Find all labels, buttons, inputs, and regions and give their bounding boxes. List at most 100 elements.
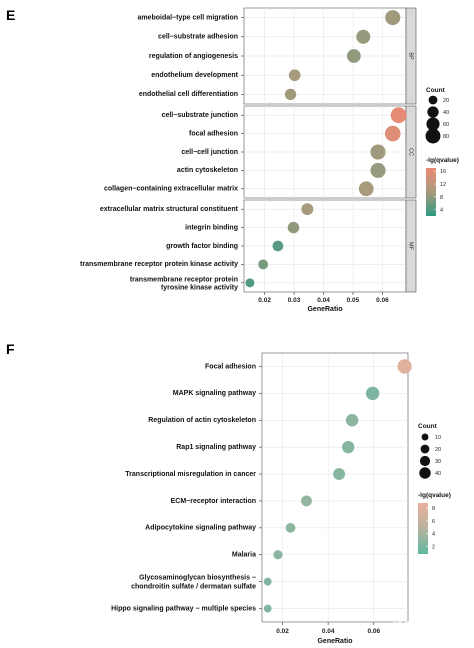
color-bar-label: 4 [440, 208, 443, 214]
color-bar-label: 2 [432, 544, 435, 550]
count-legend-dot [426, 117, 440, 131]
data-point [385, 10, 401, 26]
category-label: focal adhesion [189, 130, 238, 137]
facet-strip-label: MF [408, 242, 414, 251]
data-point [263, 577, 272, 586]
data-point [285, 522, 296, 533]
category-label: regulation of angiogenesis [149, 53, 238, 60]
count-legend-label: 40 [435, 471, 441, 477]
category-label: transmembrane receptor protein [130, 277, 238, 284]
panel-f-plot: Focal adhesion MAPK signaling pathway Regu… [111, 352, 412, 645]
category-label: Adipocytokine signaling pathway [145, 525, 256, 532]
category-label: Malaria [232, 552, 256, 559]
facet-bp: BP ameboidal−type cell migration cell−subs… [137, 7, 417, 105]
category-label: Glycosaminoglycan biosynthesis − [139, 574, 256, 581]
watermark-text: 知乎 @生信小白鱼 [392, 619, 474, 633]
category-label: Rap1 signaling pathway [176, 444, 256, 451]
data-point [272, 240, 284, 252]
category-label: Regulation of actin cytoskeleton [148, 417, 256, 424]
data-point [258, 259, 269, 270]
x-tick-label: 0.06 [367, 628, 380, 635]
data-point [245, 278, 255, 288]
count-legend-label: 40 [443, 110, 449, 116]
data-point [345, 413, 359, 427]
color-legend-title: -lg(qvalue) [418, 492, 451, 499]
color-legend-title: -lg(qvalue) [426, 157, 459, 164]
category-label: endothelium development [151, 72, 238, 79]
x-tick-label: 0.03 [288, 297, 301, 304]
data-point [365, 386, 380, 401]
x-tick-label: 0.06 [376, 297, 389, 304]
data-point [342, 440, 355, 454]
count-legend-dot [427, 106, 439, 118]
data-point [390, 107, 407, 124]
category-label: extracellular matrix structural constitu… [100, 206, 239, 213]
category-label: Transcriptional misregulation in cancer [125, 471, 256, 478]
facet-strip [405, 105, 417, 199]
data-point [287, 221, 300, 234]
count-legend-label: 10 [435, 435, 441, 441]
count-legend-label: 80 [443, 134, 449, 140]
facet-strip [405, 7, 417, 105]
category-label: chondroitin sulfate / dermatan sulfate [131, 583, 256, 590]
facet-strip-label: BP [408, 52, 414, 60]
x-tick-label: 0.04 [317, 297, 330, 304]
count-legend-title: Count [426, 87, 446, 94]
color-bar-label: 12 [440, 182, 446, 188]
category-label: ECM−receptor interaction [171, 498, 256, 505]
category-label: transmembrane receptor protein kinase ac… [80, 261, 238, 268]
data-point [370, 144, 386, 160]
data-point [358, 181, 374, 197]
count-legend-dot [419, 455, 431, 467]
count-legend-label: 20 [435, 447, 441, 453]
color-bar [418, 503, 428, 554]
panel-e-legend: Count 20 40 60 80 -lg(qvalue) 4 8 12 16 [425, 87, 459, 216]
color-bar [426, 168, 436, 216]
category-label: cell−substrate adhesion [158, 34, 238, 41]
category-label: MAPK signaling pathway [173, 390, 256, 397]
category-label: ameboidal−type cell migration [137, 14, 238, 21]
facet-strip [405, 199, 417, 293]
facet-mf: MF extracellular matrix structural consti… [80, 199, 417, 293]
category-label: tyrosine kinase activity [161, 285, 238, 292]
panel-letter-e: E [6, 7, 15, 23]
color-bar-label: 8 [440, 195, 443, 201]
category-label: integrin binding [185, 224, 238, 231]
category-label: Focal adhesion [205, 363, 256, 370]
panel-letter-f: F [6, 341, 15, 357]
x-axis-label: GeneRatio [307, 306, 342, 313]
panel-e: E BP ameboidal−type cell migration cell−su… [6, 7, 459, 313]
category-label: endothelial cell differentiation [139, 91, 238, 98]
count-legend-label: 60 [443, 122, 449, 128]
data-point [333, 468, 346, 481]
x-axis-label: GeneRatio [317, 638, 352, 645]
color-bar-label: 8 [432, 506, 435, 512]
category-label: cell−cell junction [181, 149, 238, 156]
data-point [301, 203, 314, 216]
color-bar-label: 6 [432, 519, 435, 525]
category-label: collagen−containing extracellular matrix [104, 186, 238, 193]
count-legend-label: 20 [443, 98, 449, 104]
data-point [263, 604, 272, 613]
panel-e-plot: BP ameboidal−type cell migration cell−subs… [80, 7, 417, 313]
count-legend-dot [425, 128, 441, 144]
category-label: Hippo signaling pathway − multiple speci… [111, 605, 256, 612]
color-bar-label: 4 [432, 532, 435, 538]
count-legend-dot [419, 467, 431, 479]
facet-strip-label: CC [408, 148, 414, 156]
data-point [284, 88, 297, 101]
count-legend-dot [420, 444, 430, 454]
category-label: cell−substrate junction [162, 112, 238, 119]
data-point [273, 550, 283, 560]
data-point [397, 359, 412, 374]
data-point [356, 29, 371, 44]
panel-f: F Focal adhesion MAPK signaling pathway Re… [6, 341, 451, 645]
category-label: growth factor binding [166, 243, 238, 250]
x-tick-label: 0.04 [322, 628, 335, 635]
data-point [384, 125, 401, 142]
color-bar-label: 16 [440, 169, 446, 175]
data-point [288, 69, 301, 82]
data-point [370, 162, 386, 178]
count-legend-dot [421, 433, 429, 441]
